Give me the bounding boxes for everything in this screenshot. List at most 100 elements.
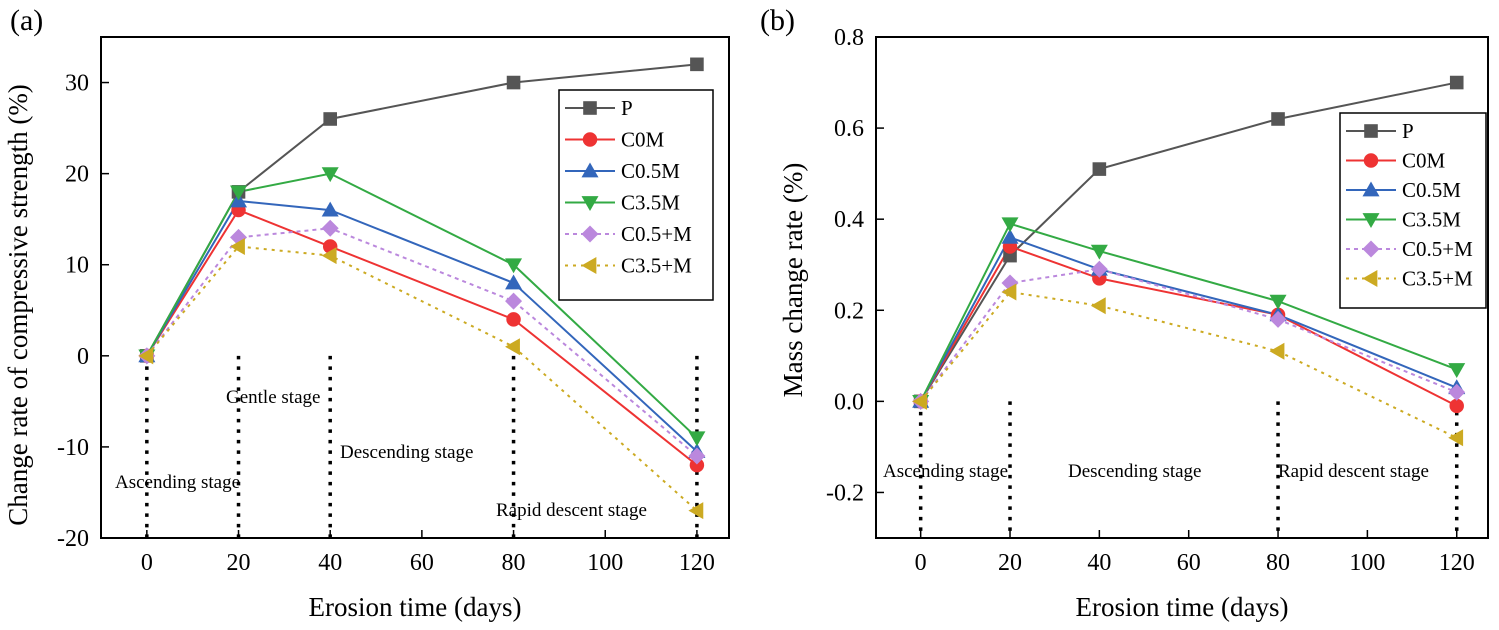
panel-a-point-P-80 [506,75,521,90]
panel-b-point-C3.5+M-40 [1090,297,1106,315]
panel-b-xtick-label-0: 0 [915,550,927,576]
panel-a-legend-label-P: P [621,96,633,120]
panel-a-legend-marker-C3.5M [581,196,599,211]
panel-a-point-C3.5+M-0 [138,347,154,365]
panel-b-ytick-label-0: -0.2 [826,480,864,506]
panel-b-series-line-C3.5+M [919,290,1458,439]
panel-b-legend-marker-C3.5+M [1362,270,1378,287]
panel-b-xtick-label-80: 80 [1266,550,1290,576]
panel-b-point-C0.5+M-80 [1269,310,1287,328]
panel-a-legend-label-C0.5+M: C0.5+M [621,222,692,246]
panel-a-point-C3.5M-120 [688,431,706,447]
panel-b-xlabel: Erosion time (days) [1076,592,1289,622]
panel-b-legend-box [1339,112,1487,309]
panel-b-ytick-label-1: 0.0 [834,389,864,415]
panel-b-point-C3.5M-80 [1269,294,1287,310]
panel-a-annotation-ascending: Ascending stage [115,472,240,493]
panel-b-xtick-label-100: 100 [1349,550,1385,576]
panel-b-point-C3.5M-120 [1448,363,1466,378]
panel-a-point-P-120 [690,57,704,72]
panel-a-legend-label-C3.5M: C3.5M [621,191,680,215]
panel-b-point-C3.5+M-120 [1448,429,1464,447]
panel-b-legend-marker-C0.5+M [1362,240,1380,258]
panel-a-xlabel: Erosion time (days) [309,592,522,622]
panel-a-plot-frame [100,36,730,539]
panel-a-ylabel: Change rate of compressive strength (%) [3,84,33,526]
panel-b-legend-label-C0M: C0M [1402,149,1446,173]
panel-a-label: (a) [10,4,43,37]
panel-b-ytick-label-4: 0.6 [834,116,864,142]
panel-b-point-C0.5+M-40 [1090,260,1108,278]
panel-b-legend-label-C0.5M: C0.5M [1402,178,1461,202]
panel-b-legend-label-C0.5+M: C0.5+M [1402,237,1473,261]
panel-a-ytick-label-5: 30 [65,71,89,97]
panel-a-point-C0.5M-80 [505,274,523,290]
panel-a-xtick-label-120: 120 [679,550,715,576]
panel-a-annotation-descending: Descending stage [340,442,473,463]
panel-b-point-C3.5+M-0 [912,392,928,410]
panel-b-point-C3.5+M-20 [1001,283,1017,301]
panel-b-ylabel: Mass change rate (%) [778,163,808,398]
panel-b: (b) 0 20 40 60 80 100 120 -0.2 0.0 0.2 0.4 0.6 0.8 A… [760,4,1489,622]
panel-a-ytick-label-3: 10 [65,253,89,279]
panel-b-series-line-C0.5+M [919,268,1458,402]
panel-a-xtick-label-0: 0 [141,550,153,576]
panel-b-legend: P C0M C0.5M C3.5M C0.5+M C3.5+M [1339,112,1487,309]
panel-b-point-C0.5+M-120 [1448,383,1466,401]
panel-b-annotation-rapid: Rapid descent stage [1278,461,1429,482]
panel-b-xtick-label-40: 40 [1087,550,1111,576]
panel-b-point-P-40 [1092,162,1107,176]
panel-b-legend-marker-P [1364,124,1378,138]
panel-b-point-C0M-120 [1449,398,1464,414]
panel-b-point-C0.5M-20 [1001,228,1019,244]
panel-a-legend-marker-P [583,101,597,115]
panel-b-plot-frame [875,36,1489,539]
panel-a-legend: P C0M C0.5M C3.5M C0.5+M C3.5+M [558,89,714,301]
panel-b-point-P-120 [1449,75,1464,90]
panel-b-xtick-label-120: 120 [1439,550,1475,576]
panel-b-ytick-label-3: 0.4 [834,207,864,233]
panel-a-point-C3.5+M-120 [688,502,704,520]
panel-a-xtick-label-60: 60 [410,550,434,576]
panel-b-annotation-ascending: Ascending stage [883,461,1008,482]
panel-a-legend-marker-C0.5M [581,162,599,178]
panel-b-ytick-label-2: 0.2 [834,298,864,324]
panel-a-point-C3.5+M-40 [321,247,337,265]
panel-a-ytick-label-2: 0 [77,344,89,370]
panel-b-point-C3.5M-20 [1001,217,1019,233]
panel-a-point-C3.5M-80 [505,258,523,274]
panel-b-ytick-label-5: 0.8 [834,25,864,51]
panel-b-point-P-80 [1271,112,1285,126]
panel-b-legend-label-C3.5M: C3.5M [1402,208,1461,232]
panel-a-legend-marker-C3.5+M [581,257,597,274]
panel-a: (a) 0 20 40 60 80 100 120 -20 -10 0 10 20 30 Ascendi… [3,4,730,622]
panel-a-legend-label-C0.5M: C0.5M [621,159,680,183]
panel-a-ytick-label-1: -10 [57,435,89,461]
panel-a-point-C0.5M-40 [321,201,339,217]
panel-a-point-C0.5+M-120 [688,447,706,465]
panel-b-xtick-label-20: 20 [998,550,1022,576]
panel-a-point-C0M-120 [689,457,705,473]
panel-b-point-C3.5M-40 [1090,244,1108,260]
panel-b-legend-marker-C0.5M [1362,181,1380,197]
panel-a-point-C0.5+M-80 [505,292,523,310]
panel-a-legend-label-C3.5+M: C3.5+M [621,254,692,278]
panel-b-legend-marker-C3.5M [1362,213,1380,228]
panel-a-point-C3.5+M-80 [505,338,520,356]
panel-a-point-P-40 [323,112,337,126]
panel-b-legend-marker-C0M [1363,153,1379,168]
panel-a-xtick-label-80: 80 [502,550,526,576]
panel-a-legend-marker-C0M [582,132,598,147]
panel-a-legend-marker-C0.5+M [581,225,599,243]
panel-b-legend-label-P: P [1402,119,1414,143]
panel-a-annotation-gentle: Gentle stage [226,387,320,408]
panel-a-xtick-label-100: 100 [587,550,623,576]
panel-b-legend-label-C3.5+M: C3.5+M [1402,267,1473,291]
panel-a-annotation-rapid: Rapid descent stage [496,500,647,521]
panel-a-point-C3.5M-20 [230,185,248,201]
panel-a-xtick-label-20: 20 [227,550,251,576]
panel-a-ytick-label-0: -20 [57,526,89,552]
panel-a-point-C0M-80 [506,312,521,327]
panel-b-label: (b) [760,4,795,37]
